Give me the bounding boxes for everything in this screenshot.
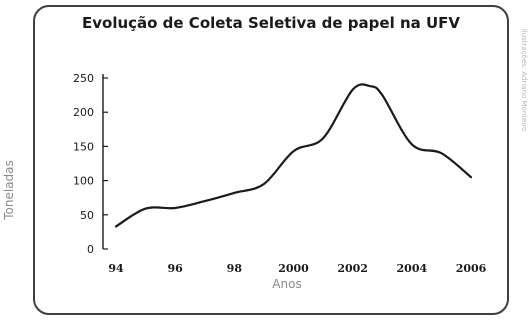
y-tick-label: 100 — [73, 175, 94, 188]
x-tick-label: 94 — [108, 262, 124, 275]
x-tick-label: 2002 — [337, 262, 368, 275]
series-line — [114, 83, 473, 228]
y-tick-label: 200 — [73, 106, 94, 119]
y-tick-label: 0 — [87, 243, 94, 256]
x-tick-label: 98 — [227, 262, 243, 275]
x-axis-label: Anos — [272, 277, 301, 291]
y-tick-label: 150 — [73, 140, 94, 153]
chart-title: Evolução de Coleta Seletiva de papel na … — [82, 14, 460, 32]
y-tick-label: 250 — [73, 72, 94, 85]
x-tick-label: 2006 — [456, 262, 487, 275]
chart-frame — [33, 5, 509, 315]
x-tick-label: 96 — [168, 262, 184, 275]
x-axis-ticks: 94 96 98 2000 2002 2004 2006 — [108, 262, 486, 275]
image-credit: Ilustrações: Adriano Monteiro — [520, 29, 528, 132]
x-tick-label: 2000 — [278, 262, 309, 275]
x-tick-label: 2004 — [397, 262, 428, 275]
y-axis-ticks: 0 50 100 150 200 250 — [73, 72, 108, 256]
y-axis-label: Toneladas — [2, 160, 16, 221]
y-tick-label: 50 — [80, 209, 94, 222]
